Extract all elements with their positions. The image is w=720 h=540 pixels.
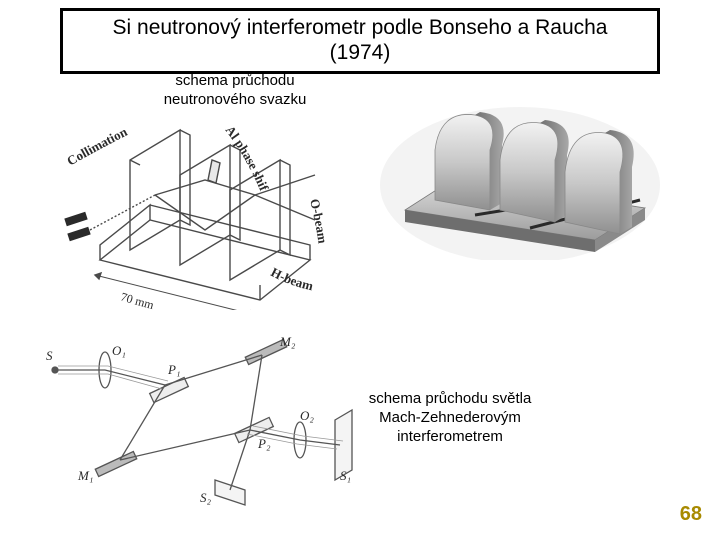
mz-label-M1: M₁ bbox=[77, 468, 93, 483]
title-line-1: Si neutronový interferometr podle Bonseh… bbox=[73, 15, 647, 40]
mz-label-S2: S₂ bbox=[200, 490, 212, 505]
label-o-beam: O-beam bbox=[307, 197, 330, 244]
mz-label-P1: P₁ bbox=[167, 362, 180, 377]
mz-label-O1: O₁ bbox=[112, 343, 126, 358]
neutron-diagram: Collimation Al phase shifter O-beam H-be… bbox=[60, 100, 340, 310]
title-box: Si neutronový interferometr podle Bonseh… bbox=[60, 8, 660, 74]
crystal-render bbox=[380, 90, 660, 260]
caption-bottom-line1: schema průchodu světla bbox=[369, 390, 532, 407]
page-number: 68 bbox=[680, 503, 702, 526]
caption-bottom: schema průchodu světla Mach-Zehnederovým… bbox=[340, 390, 560, 446]
caption-top-line1: schema průchodu bbox=[175, 72, 294, 89]
mz-label-O2: O₂ bbox=[300, 408, 314, 423]
mz-label-P2: P₂ bbox=[257, 436, 271, 451]
title-line-2: (1974) bbox=[73, 40, 647, 65]
mach-zehnder-diagram: S O₁ O₂ M₁ M₂ P₁ P₂ S₁ S₂ bbox=[40, 330, 360, 510]
caption-bottom-line2: Mach-Zehnederovým bbox=[379, 409, 521, 426]
label-collimation: Collimation bbox=[64, 124, 130, 169]
mz-label-S: S bbox=[46, 348, 53, 363]
label-h-beam: H-beam bbox=[269, 264, 315, 293]
mz-label-M2: M₂ bbox=[279, 334, 296, 349]
mz-label-S1: S₁ bbox=[340, 468, 351, 483]
label-70mm: 70 mm bbox=[119, 289, 156, 310]
caption-bottom-line3: interferometrem bbox=[397, 428, 503, 445]
